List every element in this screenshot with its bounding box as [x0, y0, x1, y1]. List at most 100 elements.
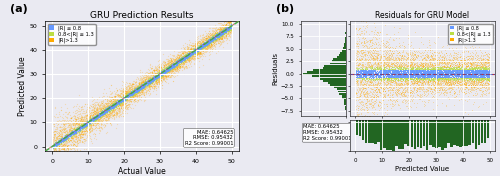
Point — [108, 103, 116, 106]
Point — [79, 124, 87, 127]
Point — [425, 85, 433, 87]
Point — [113, 97, 121, 100]
Point — [358, 69, 366, 72]
Point — [416, 77, 424, 80]
Point — [148, 79, 156, 81]
Point — [66, 134, 74, 137]
Point — [476, 74, 484, 77]
Point — [468, 80, 475, 83]
Point — [414, 90, 422, 92]
Bar — [438, 120, 440, 147]
Point — [139, 81, 147, 84]
Point — [392, 74, 400, 77]
Point — [214, 30, 222, 33]
Point — [192, 45, 200, 48]
Point — [448, 73, 456, 76]
Point — [166, 67, 174, 70]
Point — [196, 48, 204, 51]
Point — [200, 37, 207, 40]
Point — [444, 74, 452, 77]
Point — [56, 137, 64, 140]
Point — [182, 53, 190, 56]
Point — [433, 83, 441, 86]
Point — [432, 84, 440, 87]
Point — [424, 73, 432, 76]
Point — [378, 87, 386, 90]
Point — [76, 138, 84, 141]
Point — [426, 75, 434, 78]
Point — [52, 136, 60, 139]
Point — [98, 127, 106, 130]
Point — [218, 26, 226, 29]
Point — [402, 69, 410, 72]
Point — [398, 68, 406, 71]
Point — [181, 54, 189, 57]
Point — [398, 75, 406, 78]
Point — [164, 71, 172, 74]
Point — [398, 49, 406, 52]
Point — [146, 79, 154, 82]
Point — [389, 74, 397, 77]
Bar — [345, 39, 346, 41]
Point — [380, 77, 388, 80]
Point — [134, 95, 141, 98]
Point — [172, 60, 180, 63]
Point — [440, 77, 448, 80]
Point — [455, 71, 463, 73]
Point — [179, 46, 187, 49]
Point — [204, 36, 212, 38]
Point — [82, 124, 90, 127]
Point — [106, 97, 114, 100]
Point — [399, 91, 407, 94]
Point — [151, 78, 159, 80]
Point — [470, 67, 478, 70]
Point — [393, 91, 401, 94]
Point — [196, 50, 203, 53]
Point — [376, 73, 384, 76]
Point — [383, 61, 391, 64]
Point — [80, 125, 88, 127]
Point — [454, 68, 462, 70]
Point — [432, 83, 440, 86]
Point — [360, 93, 368, 96]
Point — [464, 72, 472, 75]
Point — [446, 63, 454, 66]
Point — [199, 38, 207, 41]
Point — [417, 74, 425, 76]
Point — [396, 65, 404, 68]
Point — [363, 130, 371, 132]
Point — [109, 103, 117, 105]
Point — [84, 116, 92, 119]
Point — [190, 62, 198, 65]
Point — [61, 136, 69, 139]
Point — [212, 38, 220, 41]
Point — [362, 70, 370, 73]
Point — [208, 30, 216, 33]
Point — [359, 62, 367, 65]
Point — [412, 74, 420, 77]
Point — [114, 96, 122, 99]
Point — [100, 110, 108, 113]
Point — [102, 113, 110, 115]
Point — [61, 140, 69, 143]
Point — [484, 72, 492, 75]
Point — [394, 90, 402, 93]
Point — [192, 49, 200, 52]
Point — [206, 41, 214, 44]
Point — [368, 64, 376, 67]
Point — [453, 64, 461, 67]
Point — [384, 78, 392, 80]
Point — [467, 72, 475, 75]
Point — [172, 73, 180, 76]
Point — [451, 68, 459, 70]
Point — [410, 72, 418, 74]
Point — [155, 80, 163, 83]
Point — [449, 73, 457, 76]
Point — [152, 77, 160, 79]
Point — [79, 112, 87, 115]
Point — [134, 91, 142, 94]
Point — [138, 75, 146, 78]
Point — [412, 70, 420, 72]
Point — [447, 71, 455, 74]
Point — [384, 74, 392, 77]
